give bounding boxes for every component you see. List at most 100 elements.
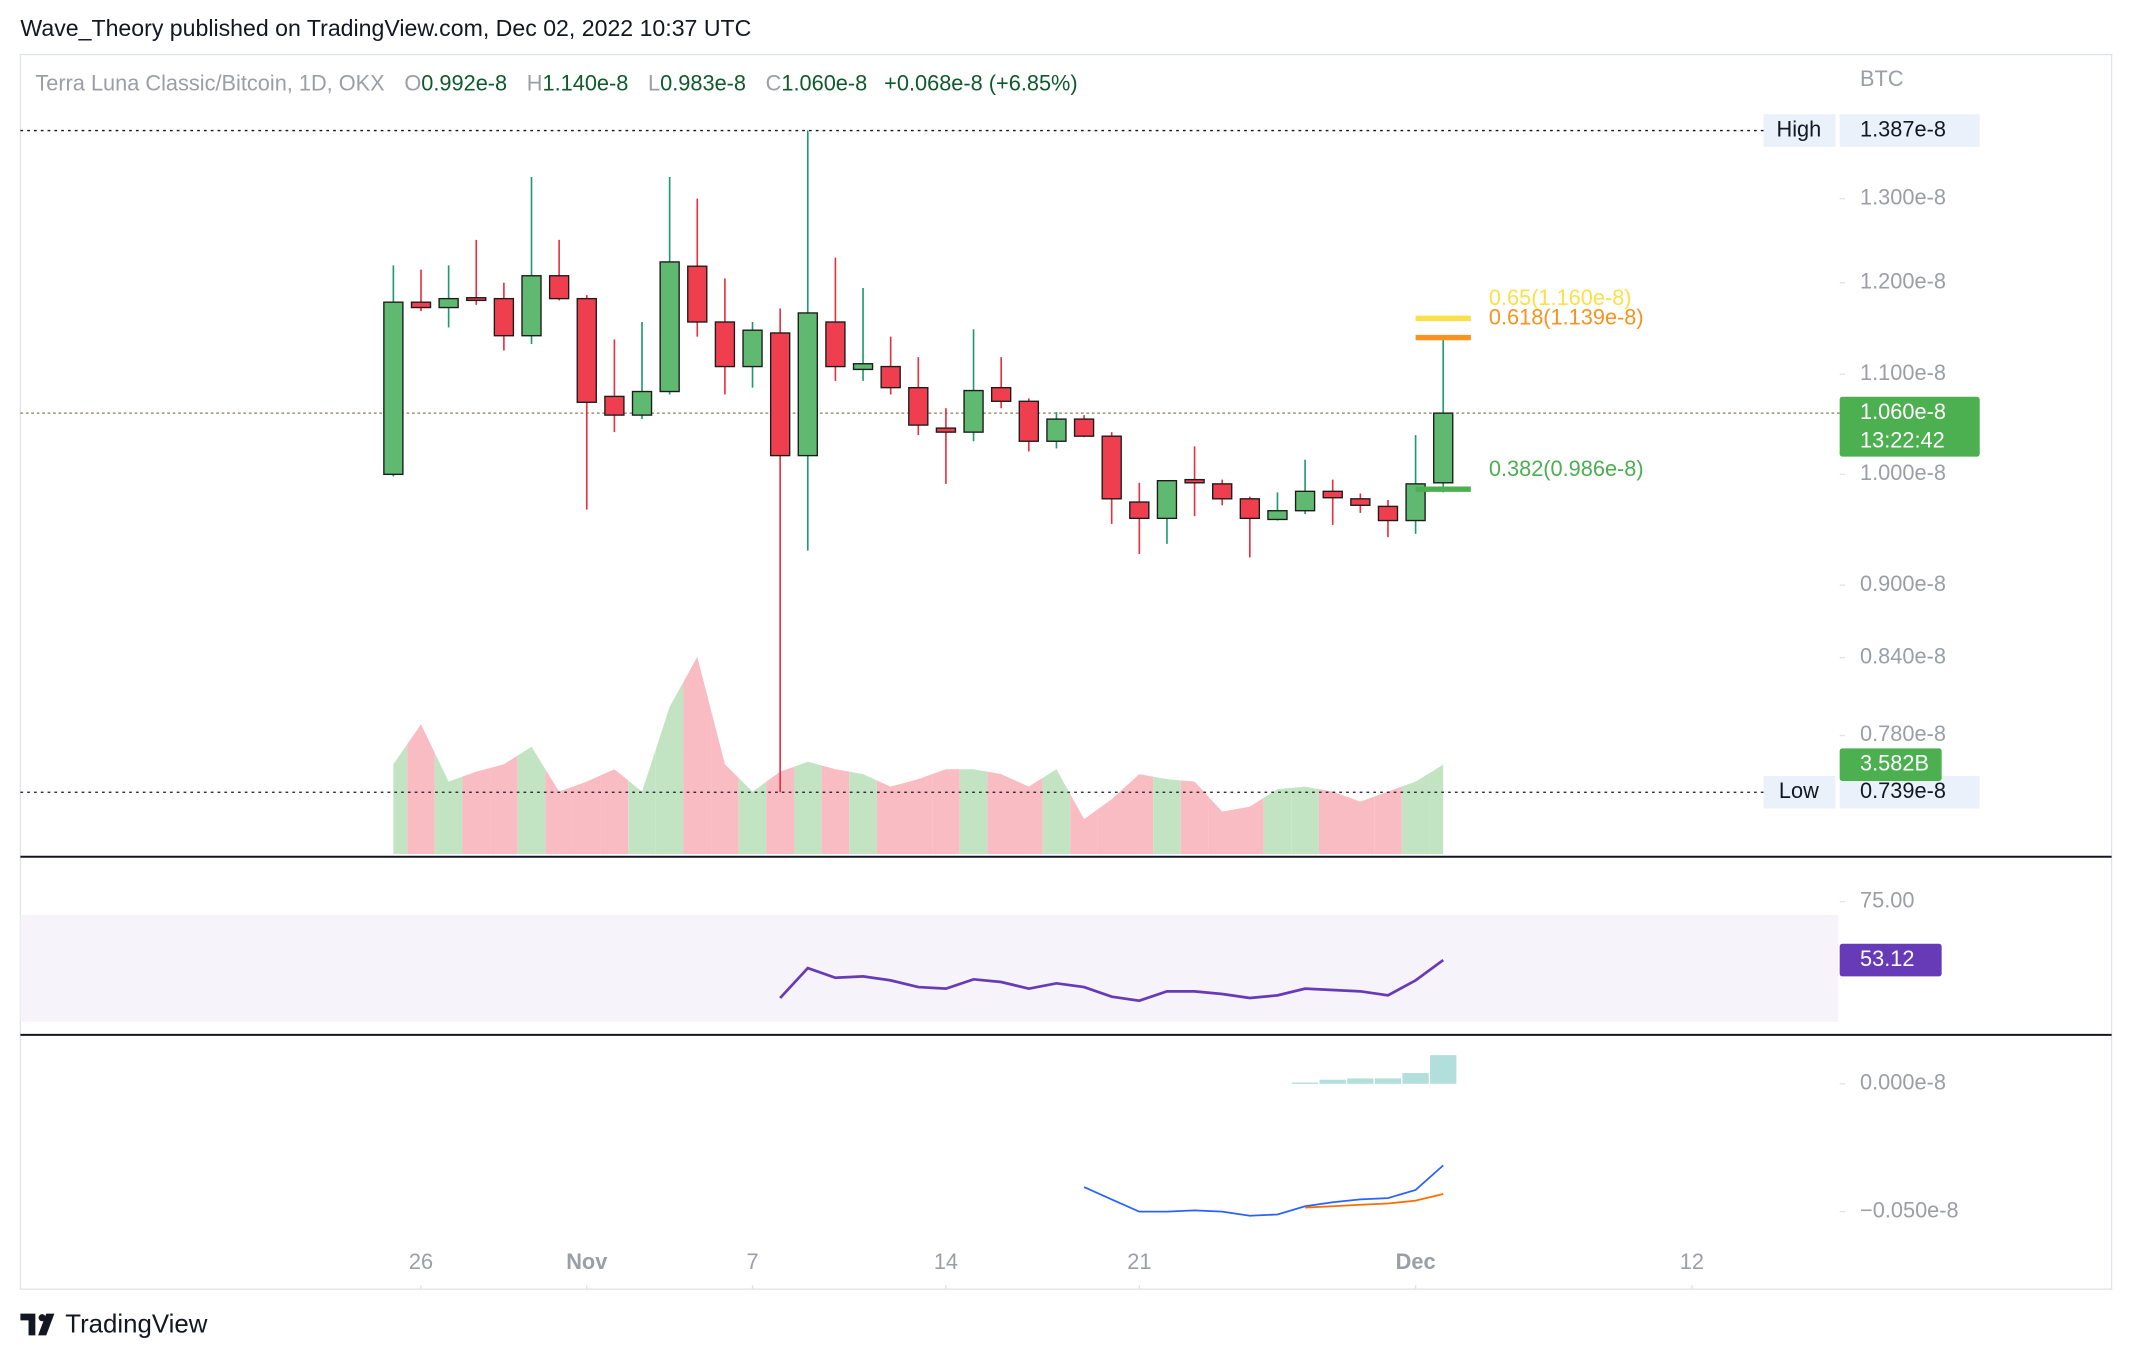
y-tick-label: 0.900e-8 [1860,571,1946,596]
legend-key: H [527,70,543,95]
x-tick-label: 7 [746,1249,758,1274]
legend-key: O [404,70,421,95]
candle-body [714,321,736,368]
x-tick-label: Nov [566,1249,607,1274]
candle-body [990,386,1012,402]
axis-unit: BTC [1860,66,1904,91]
marker-value-box [1839,114,1980,147]
candle-body [1405,483,1426,522]
candle-body [548,275,570,300]
volume-area [711,710,739,855]
marker-value: 0.739e-8 [1860,778,1946,803]
candle-body [410,301,432,309]
volume-area [1291,786,1319,855]
candle-body [908,386,929,426]
legend-symbol: Terra Luna Classic/Bitcoin, 1D, OKX [35,70,385,95]
macd-histogram-bar [1347,1078,1374,1084]
macd-histogram-bar [1374,1078,1402,1084]
candle-body [1046,418,1067,442]
candle-body [1184,478,1205,484]
volume-area [462,767,491,855]
marker-name: Low [1779,778,1819,803]
candle-body [576,297,597,403]
marker-name-box [1763,775,1836,809]
x-tick-label: Dec [1396,1249,1436,1274]
volume-area [1401,773,1430,855]
candle-body [1239,498,1261,520]
legend-change: +0.068e-8 (+6.85%) [884,70,1077,95]
rsi-line [779,958,1445,1003]
volume-area [821,765,850,855]
volume-area [1180,780,1209,855]
legend-value: 1.060e-8 [781,70,867,95]
candle-body [1377,505,1399,522]
volume-area [904,774,933,855]
candle-body [880,365,901,389]
rsi-label-box [1839,943,1942,977]
macd-line [1083,1164,1444,1217]
legend-text: Terra Luna Classic/Bitcoin, 1D, OKX O0.9… [35,70,1077,95]
marker-name: High [1777,116,1822,141]
y-tick-label: 1.000e-8 [1860,460,1946,485]
candle-body [631,390,653,416]
candle-body [935,427,957,433]
candle-body [1101,435,1122,500]
volume-area [766,766,794,855]
volume-area [407,724,435,855]
volume-area [434,752,463,855]
volume-area [1429,764,1444,855]
candle-body [742,329,763,368]
header: Wave_Theory published on TradingView.com… [20,15,751,41]
x-tick-label: 14 [934,1249,958,1274]
candle-body [769,332,791,457]
candle-body [1322,490,1343,499]
volume-area [517,746,546,855]
logo-icon [20,1313,55,1336]
fib-label: 0.618(1.139e-8) [1489,304,1644,329]
volume-label: 3.582B [1860,750,1929,775]
candle-body [1267,510,1288,521]
y-tick-label: 0.840e-8 [1860,643,1946,668]
signal-line [1305,1193,1444,1209]
volume-area [1318,789,1347,855]
volume-area [1153,776,1181,855]
countdown: 13:22:42 [1860,427,1945,452]
candle-body [383,301,404,476]
x-tick-label: 21 [1127,1249,1151,1274]
candle-body [963,389,984,433]
y-tick-label: 1.100e-8 [1860,360,1946,385]
footer-text: TradingView [65,1311,207,1339]
volume-area [1263,787,1292,855]
volume-area [1374,786,1402,855]
volume-area [1042,769,1071,855]
rsi-label: 53.12 [1860,946,1914,971]
candle-body [466,297,487,302]
volume-area [876,780,905,855]
candle-body [1433,412,1454,484]
volume-area [1070,794,1098,855]
logo-dot [38,1314,46,1322]
y-tick-label: 0.780e-8 [1860,721,1946,746]
fib-label: 0.65(1.160e-8) [1489,285,1632,310]
candle-body [1129,501,1150,520]
volume-area [1125,774,1154,855]
macd-histogram-bar [1291,1082,1319,1084]
volume-area [1014,777,1043,855]
y-tick-label: 1.200e-8 [1860,268,1946,293]
volume-area [1097,786,1126,855]
candle-body [825,321,846,368]
volume-area [490,755,518,855]
legend-key: L [648,70,660,95]
volume-area [393,744,408,855]
last-price-label: 1.060e-8 [1860,399,1946,424]
marker-name-box [1763,114,1836,147]
volume-area [987,771,1015,855]
volume-area [1236,797,1264,855]
volume-area [1346,796,1375,855]
candle-body [687,265,708,323]
chart-frame [19,53,2113,1290]
macd-histogram-bar [1430,1055,1457,1084]
volume-area [628,749,656,855]
